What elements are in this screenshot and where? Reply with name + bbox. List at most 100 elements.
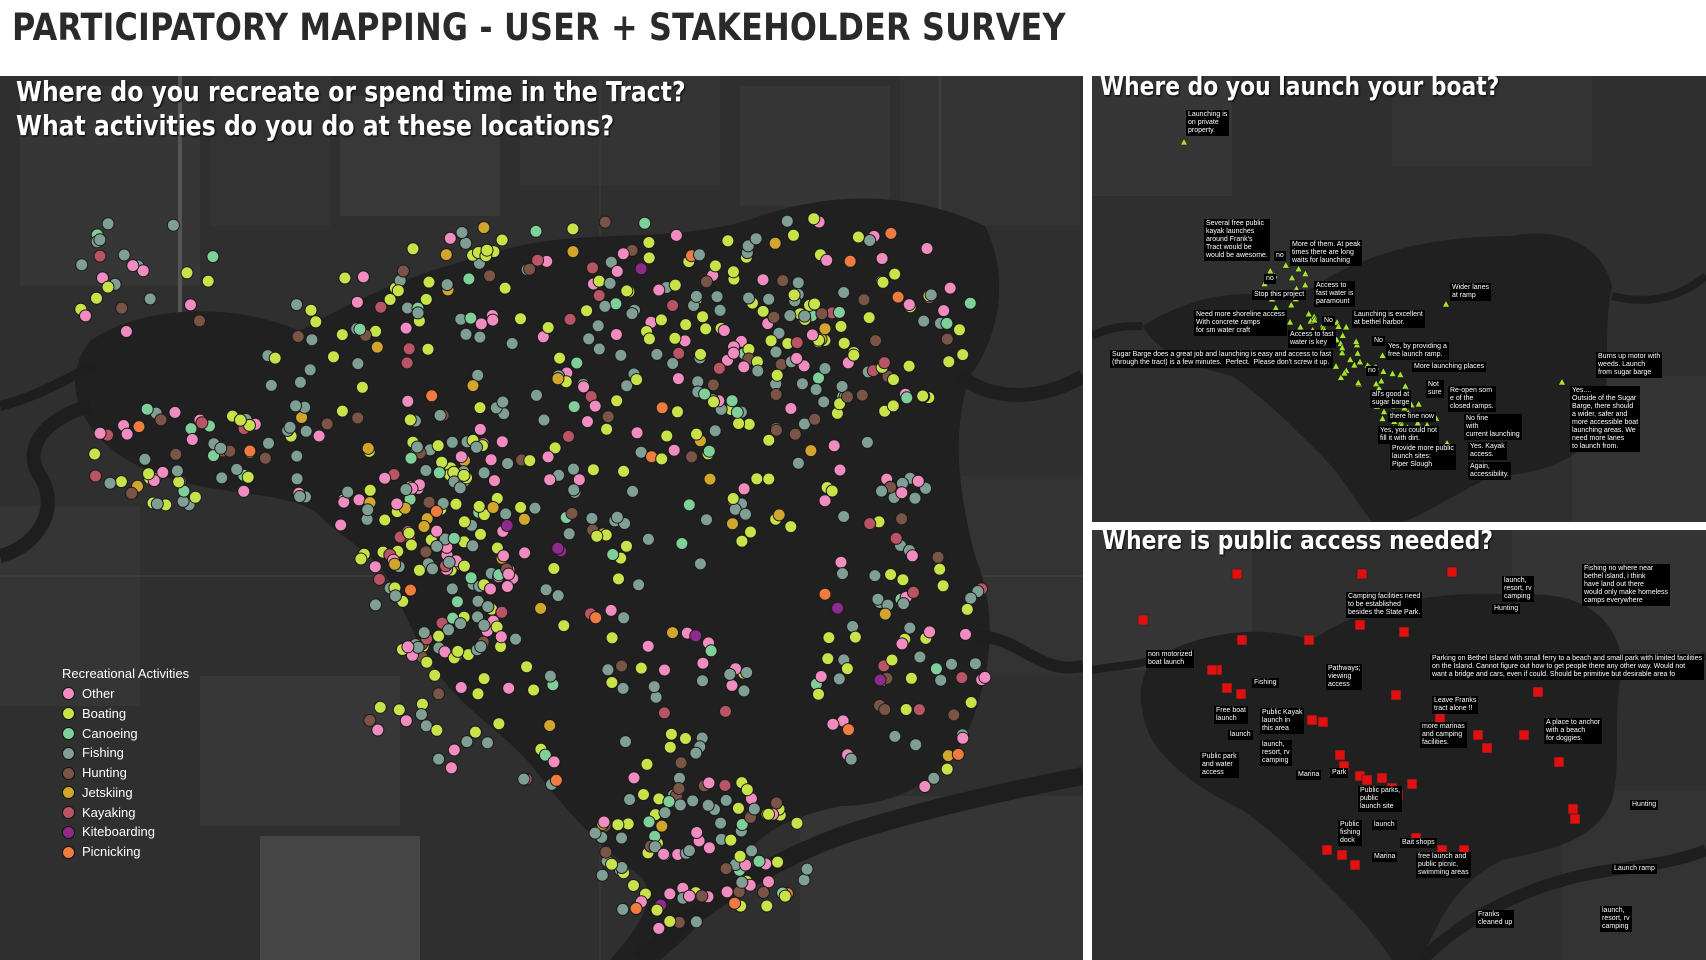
activity-point bbox=[900, 391, 914, 405]
activity-point bbox=[327, 350, 340, 364]
activity-point bbox=[750, 472, 764, 486]
activity-point bbox=[401, 640, 415, 654]
activity-point bbox=[612, 572, 625, 586]
activity-point bbox=[541, 450, 555, 464]
activity-point bbox=[702, 776, 716, 790]
activity-point bbox=[721, 234, 735, 248]
activity-point bbox=[383, 293, 397, 306]
activity-point bbox=[885, 653, 899, 667]
activity-point bbox=[708, 424, 722, 438]
activity-point bbox=[955, 671, 969, 685]
legend-label: Hunting bbox=[82, 765, 127, 781]
activity-point bbox=[790, 816, 804, 830]
legend-swatch-icon bbox=[62, 806, 75, 820]
activity-point bbox=[672, 782, 686, 795]
activity-point bbox=[629, 902, 643, 915]
activity-point bbox=[184, 422, 198, 436]
access-note: Fishing no where near bethel island, i t… bbox=[1582, 564, 1671, 606]
activity-point bbox=[400, 356, 414, 370]
activity-point bbox=[947, 708, 961, 722]
activity-point bbox=[735, 818, 749, 831]
public-access-marker bbox=[1231, 568, 1243, 580]
boat-launch-marker bbox=[1342, 322, 1351, 331]
activity-point bbox=[767, 310, 781, 324]
access-note: non motorized boat launch bbox=[1146, 650, 1195, 668]
activity-point bbox=[351, 357, 365, 371]
activity-point bbox=[657, 706, 671, 720]
boat-launch-map-panel[interactable]: Where do you launch your boat? Launching… bbox=[1092, 76, 1706, 522]
activity-point bbox=[93, 233, 107, 247]
activity-point bbox=[804, 444, 818, 458]
activity-point bbox=[429, 504, 443, 518]
activity-point bbox=[916, 389, 930, 403]
public-access-marker bbox=[1349, 859, 1361, 871]
activity-point bbox=[931, 550, 945, 564]
activity-point bbox=[419, 292, 433, 306]
activity-point bbox=[466, 539, 480, 553]
activity-point bbox=[114, 475, 128, 489]
activity-point bbox=[795, 377, 809, 391]
activity-point bbox=[473, 422, 487, 436]
boat-launch-marker bbox=[1288, 273, 1296, 281]
public-access-marker bbox=[1532, 686, 1544, 698]
activity-point bbox=[369, 598, 382, 612]
activity-point bbox=[769, 345, 783, 359]
activity-point bbox=[846, 620, 860, 633]
legend-label: Boating bbox=[82, 705, 127, 721]
activity-point bbox=[884, 568, 898, 581]
public-access-map-panel[interactable]: Where is public access needed? Camping f… bbox=[1092, 530, 1706, 960]
activity-point bbox=[617, 611, 631, 625]
activity-point bbox=[940, 332, 954, 346]
activity-point bbox=[663, 914, 677, 928]
activity-point bbox=[662, 795, 676, 809]
activity-point bbox=[459, 327, 473, 341]
activity-point bbox=[695, 889, 709, 903]
boat-note: No fine with current launching bbox=[1464, 414, 1522, 440]
activity-point bbox=[399, 714, 413, 728]
activity-point bbox=[672, 346, 686, 360]
access-note: Public Kayak launch in this area bbox=[1260, 708, 1305, 734]
recreation-map[interactable] bbox=[0, 76, 1083, 960]
activity-point bbox=[820, 253, 834, 267]
activity-point bbox=[634, 661, 648, 675]
legend-item-jetskiing: Jetskiing bbox=[62, 783, 189, 803]
activity-point bbox=[756, 885, 770, 899]
activity-point bbox=[800, 862, 814, 876]
activity-point bbox=[875, 484, 888, 498]
activity-point bbox=[663, 887, 677, 901]
activity-point bbox=[404, 583, 417, 597]
activity-point bbox=[908, 491, 922, 505]
activity-point bbox=[655, 401, 669, 415]
activity-point bbox=[627, 771, 641, 785]
boat-launch-marker bbox=[1380, 407, 1388, 415]
boat-note: More launching places bbox=[1412, 362, 1487, 372]
activity-point bbox=[484, 453, 498, 467]
activity-point bbox=[606, 548, 620, 561]
activity-point bbox=[647, 680, 661, 694]
activity-point bbox=[943, 281, 957, 295]
activity-point bbox=[547, 562, 561, 575]
activity-point bbox=[616, 681, 630, 695]
boat-launch-marker bbox=[1281, 261, 1290, 269]
boat-note: Need more shoreline access With concrete… bbox=[1194, 310, 1287, 336]
boat-launch-marker bbox=[1401, 381, 1410, 390]
public-access-marker bbox=[1472, 729, 1484, 741]
recreation-map-panel[interactable]: Where do you recreate or spend time in t… bbox=[0, 76, 1083, 960]
activity-point bbox=[905, 549, 919, 563]
activity-point bbox=[840, 662, 854, 676]
activity-point bbox=[406, 242, 420, 256]
activity-point bbox=[334, 518, 348, 532]
activity-point bbox=[517, 512, 531, 526]
public-access-marker bbox=[1567, 803, 1579, 815]
boat-note: Access to fast water is key bbox=[1288, 330, 1336, 348]
activity-point bbox=[888, 267, 902, 281]
boat-panel-title: Where do you launch your boat? bbox=[1100, 76, 1500, 102]
boat-note: Launching is excellent at bethel harbor. bbox=[1352, 310, 1425, 328]
boat-launch-marker bbox=[1379, 367, 1388, 375]
activity-point bbox=[616, 902, 630, 916]
activity-point bbox=[537, 413, 551, 427]
activity-point bbox=[486, 501, 500, 514]
activity-point bbox=[484, 582, 497, 596]
activity-point bbox=[663, 740, 677, 754]
activity-point bbox=[814, 670, 828, 683]
